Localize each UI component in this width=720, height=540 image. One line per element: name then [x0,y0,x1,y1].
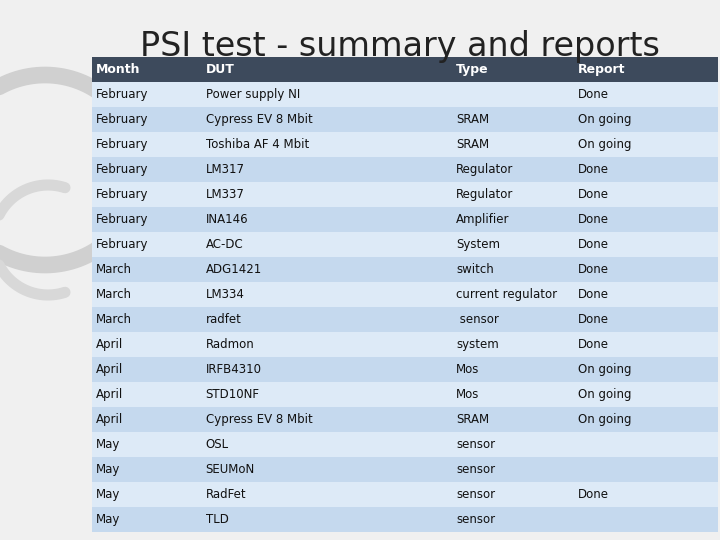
Bar [92,407,718,432]
Text: Done: Done [578,238,609,251]
Text: March: March [96,288,132,301]
Text: LM337: LM337 [205,188,244,201]
Text: current regulator: current regulator [456,288,557,301]
Text: Toshiba AF 4 Mbit: Toshiba AF 4 Mbit [205,138,309,151]
Text: February: February [96,188,148,201]
Bar [92,257,718,282]
Text: Regulator: Regulator [456,188,513,201]
Text: SRAM: SRAM [456,113,489,126]
Bar [92,282,718,307]
Text: Regulator: Regulator [456,163,513,176]
Text: April: April [96,388,123,401]
Bar [92,57,718,82]
Bar [92,182,718,207]
Text: Report: Report [578,63,626,76]
Text: May: May [96,513,120,526]
Text: March: March [96,313,132,326]
Text: Cypress EV 8 Mbit: Cypress EV 8 Mbit [205,113,312,126]
Text: Done: Done [578,88,609,101]
Bar [92,157,718,182]
Text: April: April [96,338,123,351]
Text: Done: Done [578,213,609,226]
Text: sensor: sensor [456,488,495,501]
Text: February: February [96,213,148,226]
Text: April: April [96,363,123,376]
Bar [92,107,718,132]
Text: On going: On going [578,413,631,426]
Bar [92,332,718,357]
Text: Power supply NI: Power supply NI [205,88,300,101]
Text: sensor: sensor [456,463,495,476]
Bar [92,232,718,257]
Bar [92,482,718,507]
Text: LM317: LM317 [205,163,245,176]
Text: system: system [456,338,499,351]
Text: Done: Done [578,313,609,326]
Text: IRFB4310: IRFB4310 [205,363,261,376]
Text: February: February [96,138,148,151]
Text: DUT: DUT [205,63,235,76]
Text: Done: Done [578,488,609,501]
Text: switch: switch [456,263,494,276]
Text: Type: Type [456,63,489,76]
Text: February: February [96,163,148,176]
Text: Done: Done [578,288,609,301]
Bar [92,507,718,532]
Text: Mos: Mos [456,388,480,401]
Text: Mos: Mos [456,363,480,376]
Bar [92,132,718,157]
Text: May: May [96,463,120,476]
Text: April: April [96,413,123,426]
Text: On going: On going [578,113,631,126]
Text: ADG1421: ADG1421 [205,263,262,276]
Bar [92,82,718,107]
Text: STD10NF: STD10NF [205,388,259,401]
Text: sensor: sensor [456,438,495,451]
Text: SEUMoN: SEUMoN [205,463,255,476]
Text: May: May [96,488,120,501]
Text: System: System [456,238,500,251]
Text: February: February [96,88,148,101]
Text: On going: On going [578,363,631,376]
Text: SRAM: SRAM [456,413,489,426]
Bar [92,382,718,407]
Text: February: February [96,113,148,126]
Text: OSL: OSL [205,438,229,451]
Text: TLD: TLD [205,513,228,526]
Text: Radmon: Radmon [205,338,254,351]
Bar [92,457,718,482]
Text: AC-DC: AC-DC [205,238,243,251]
Text: February: February [96,238,148,251]
Text: Done: Done [578,263,609,276]
Text: SRAM: SRAM [456,138,489,151]
Bar [92,307,718,332]
Text: INA146: INA146 [205,213,248,226]
Text: March: March [96,263,132,276]
Text: radfet: radfet [205,313,241,326]
Text: LM334: LM334 [205,288,244,301]
Text: On going: On going [578,388,631,401]
Bar [92,357,718,382]
Text: Cypress EV 8 Mbit: Cypress EV 8 Mbit [205,413,312,426]
Text: Amplifier: Amplifier [456,213,510,226]
Text: sensor: sensor [456,313,499,326]
Text: Month: Month [96,63,140,76]
Text: RadFet: RadFet [205,488,246,501]
Text: On going: On going [578,138,631,151]
Text: sensor: sensor [456,513,495,526]
Text: Done: Done [578,188,609,201]
Text: Done: Done [578,163,609,176]
Text: PSI test - summary and reports: PSI test - summary and reports [140,30,660,63]
Bar [92,432,718,457]
Text: May: May [96,438,120,451]
Bar [92,207,718,232]
Text: Done: Done [578,338,609,351]
